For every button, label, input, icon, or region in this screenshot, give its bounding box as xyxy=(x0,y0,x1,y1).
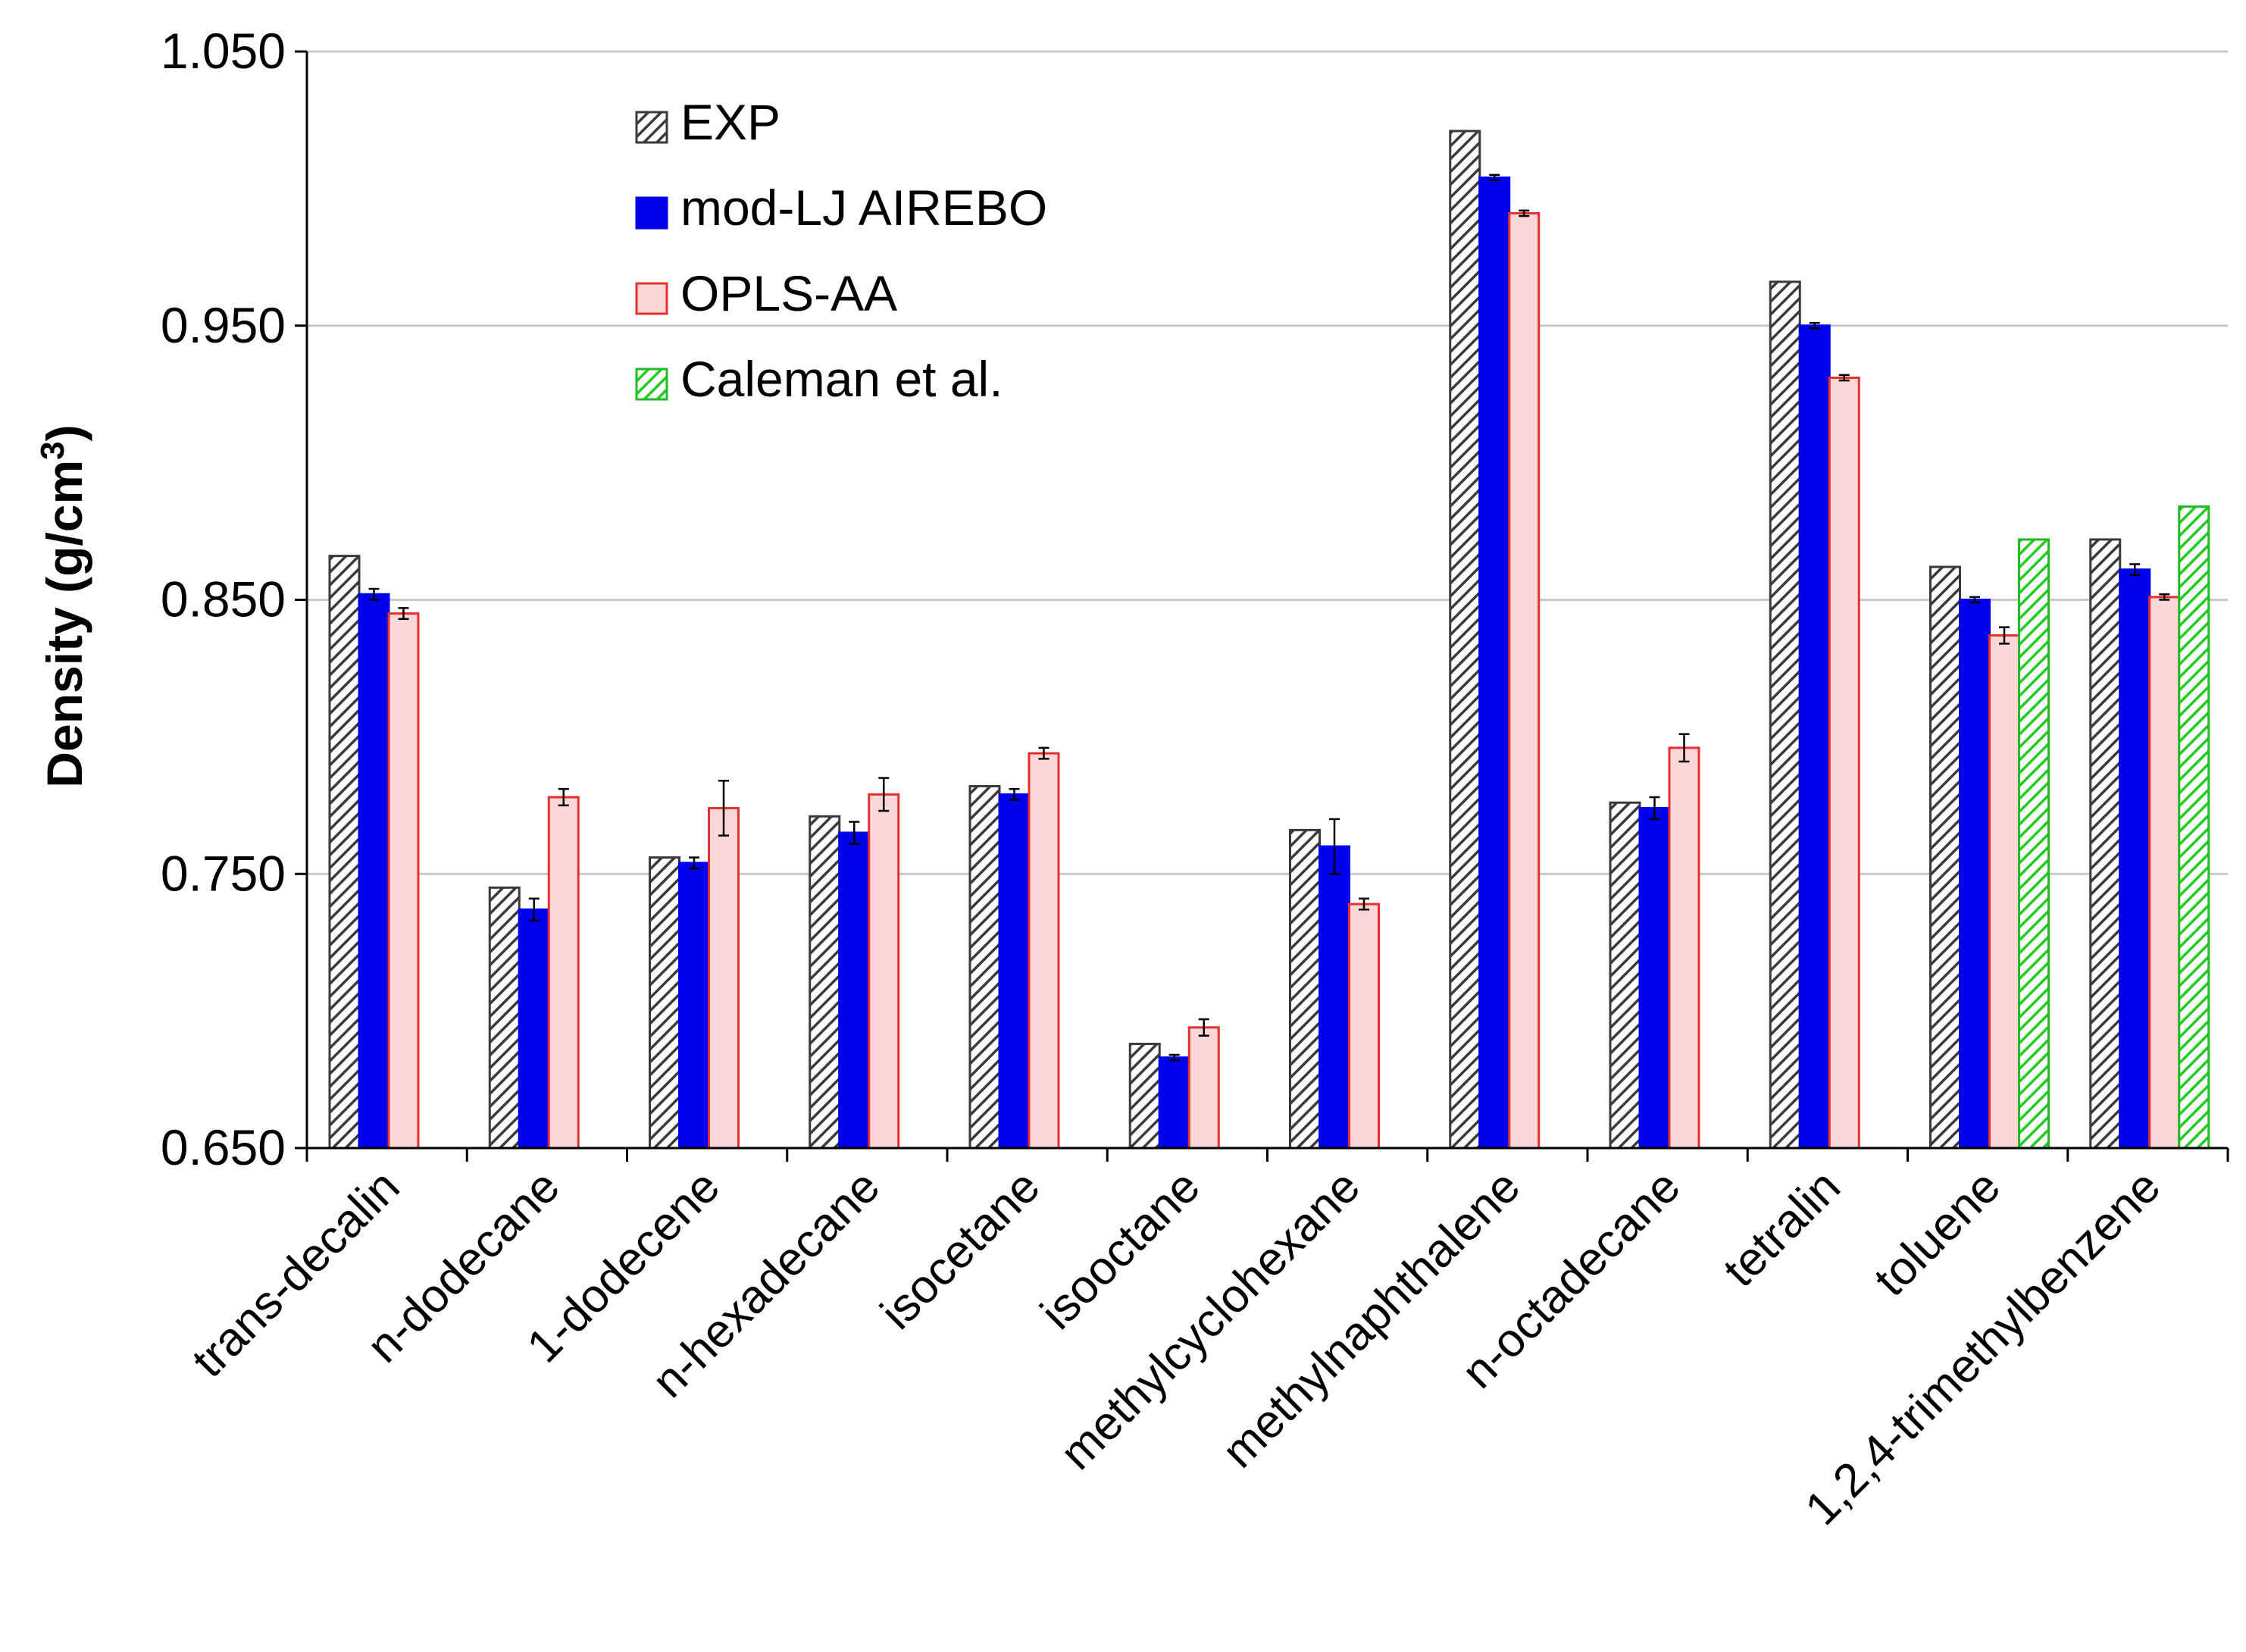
bar-exp-1-dodecene xyxy=(649,856,680,1150)
bar-mod-lj-airebo-trans-decalin xyxy=(358,593,390,1150)
bar-opls-aa-tetralin xyxy=(1828,376,1860,1150)
bar-mod-lj-airebo-isocetane xyxy=(998,793,1031,1150)
bar-opls-aa-methylnaphthalene xyxy=(1508,211,1541,1150)
bars xyxy=(328,130,2210,1150)
bar-mod-lj-airebo-1-dodecene xyxy=(678,862,710,1150)
bar-exp-n-octadecane xyxy=(1609,801,1641,1150)
legend: EXP mod-LJ AIREBO OPLS-AA Caleman et al. xyxy=(635,94,1047,407)
bar-exp-methylnaphthalene xyxy=(1449,130,1481,1150)
bar-opls-aa-n-hexadecane xyxy=(868,793,900,1150)
bar-opls-aa-toluene xyxy=(1988,634,2020,1150)
bar-exp-1-2-4-trimethylbenzene xyxy=(2089,538,2122,1150)
bar-exp-trans-decalin xyxy=(328,555,361,1150)
bar-opls-aa-1-2-4-trimethylbenzene xyxy=(2148,596,2181,1150)
y-axis-label-group: Density (g/cm3) xyxy=(34,424,92,787)
bar-caleman-et-al--1-2-4-trimethylbenzene xyxy=(2178,505,2210,1150)
y-tick-label-4: 1.050 xyxy=(161,23,286,79)
bar-exp-n-hexadecane xyxy=(809,815,841,1150)
bar-opls-aa-methylcyclohexane xyxy=(1348,903,1380,1150)
legend-label-0: EXP xyxy=(680,94,780,150)
y-axis-label-main: Density (g/cm xyxy=(36,460,92,788)
bar-opls-aa-1-dodecene xyxy=(708,806,740,1150)
y-axis-label-superscript: 3 xyxy=(34,441,71,459)
x-category-label-10: toluene xyxy=(1864,1160,2010,1306)
bar-exp-toluene xyxy=(1929,565,1961,1150)
bar-exp-tetralin xyxy=(1769,280,1801,1150)
bar-opls-aa-n-octadecane xyxy=(1668,746,1700,1150)
legend-swatch-2 xyxy=(635,282,668,315)
bar-opls-aa-isooctane xyxy=(1187,1026,1220,1150)
gridlines xyxy=(307,50,2228,875)
legend-label-1: mod-LJ AIREBO xyxy=(680,180,1047,236)
bar-mod-lj-airebo-tetralin xyxy=(1798,324,1831,1150)
bar-opls-aa-n-dodecane xyxy=(547,796,580,1150)
legend-label-2: OPLS-AA xyxy=(680,265,897,321)
bar-exp-methylcyclohexane xyxy=(1289,828,1321,1150)
x-category-labels: trans-decalinn-dodecane1-dodecenen-hexad… xyxy=(183,1160,2171,1535)
bar-mod-lj-airebo-toluene xyxy=(1959,599,1991,1150)
bar-mod-lj-airebo-1-2-4-trimethylbenzene xyxy=(2119,568,2151,1150)
bar-exp-n-dodecane xyxy=(488,886,521,1150)
bar-caleman-et-al--toluene xyxy=(2018,538,2050,1150)
bar-mod-lj-airebo-isooctane xyxy=(1158,1056,1190,1150)
x-category-label-6: methylcyclohexane xyxy=(1050,1160,1370,1480)
bar-mod-lj-airebo-n-dodecane xyxy=(518,908,550,1150)
y-axis-label: Density (g/cm3) xyxy=(34,424,92,787)
bar-mod-lj-airebo-methylnaphthalene xyxy=(1478,176,1511,1150)
x-category-label-4: isocetane xyxy=(871,1160,1049,1339)
legend-swatch-0 xyxy=(635,111,668,144)
y-tick-labels: 0.650 0.750 0.850 0.950 1.050 xyxy=(161,23,286,1175)
legend-swatch-3 xyxy=(635,368,668,401)
legend-label-3: Caleman et al. xyxy=(680,351,1003,407)
y-tick-label-0: 0.650 xyxy=(161,1119,286,1175)
y-tick-label-1: 0.750 xyxy=(161,845,286,901)
bar-opls-aa-isocetane xyxy=(1028,752,1060,1150)
legend-swatch-1 xyxy=(635,196,668,230)
bar-exp-isocetane xyxy=(968,784,1001,1150)
bar-exp-isooctane xyxy=(1128,1043,1161,1150)
bar-mod-lj-airebo-n-hexadecane xyxy=(838,831,871,1150)
x-category-label-9: tetralin xyxy=(1713,1160,1850,1297)
bar-mod-lj-airebo-methylcyclohexane xyxy=(1319,845,1350,1150)
bar-opls-aa-trans-decalin xyxy=(387,612,420,1150)
y-tick-label-2: 0.850 xyxy=(161,571,286,627)
bar-mod-lj-airebo-n-octadecane xyxy=(1638,806,1671,1150)
y-tick-label-3: 0.950 xyxy=(161,297,286,353)
axes xyxy=(295,50,2229,1162)
y-axis-label-suffix: ) xyxy=(36,424,92,441)
x-category-label-7: methylnaphthalene xyxy=(1212,1160,1530,1478)
